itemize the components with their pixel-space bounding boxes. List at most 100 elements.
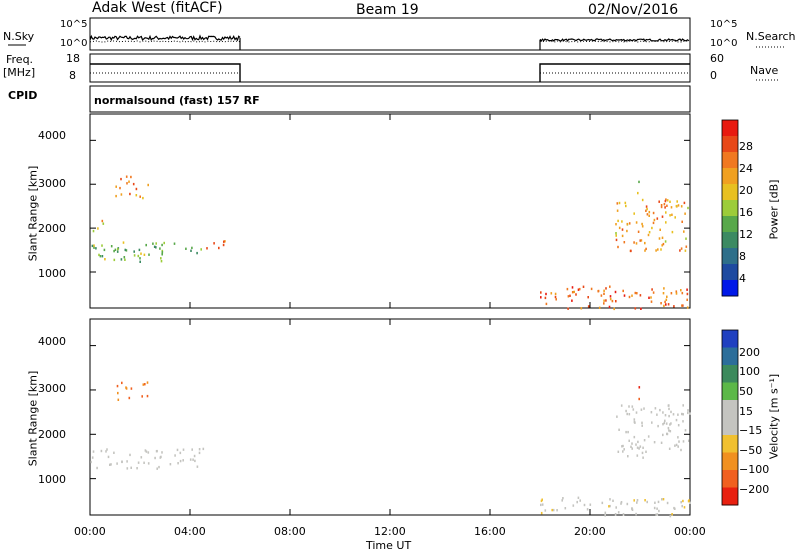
power-data-cell bbox=[636, 292, 638, 295]
velocity-data-cell bbox=[682, 499, 684, 503]
power-data-cell bbox=[685, 237, 687, 240]
velocity-data-cell bbox=[682, 420, 684, 423]
power-data-cell bbox=[675, 204, 678, 208]
power-data-cell bbox=[682, 304, 684, 307]
velocity-data-cell bbox=[663, 421, 666, 425]
power-data-cell bbox=[681, 304, 683, 307]
velocity-data-cell bbox=[192, 458, 194, 461]
power-data-cell bbox=[603, 292, 605, 295]
power-data-cell bbox=[545, 292, 547, 296]
velocity-data-cell bbox=[147, 451, 150, 454]
power-data-cell bbox=[669, 214, 671, 217]
power-data-cell bbox=[200, 248, 202, 251]
power-data-cell bbox=[196, 251, 198, 255]
velocity-colorbar-swatch bbox=[722, 487, 738, 506]
velocity-data-cell bbox=[636, 499, 639, 502]
velocity-data-cell bbox=[668, 414, 670, 418]
velocity-data-cell bbox=[577, 496, 580, 499]
velocity-data-cell bbox=[617, 450, 620, 453]
velocity-data-cell bbox=[136, 467, 138, 470]
velocity-colorbar-swatch bbox=[722, 382, 738, 401]
velocity-data-cell bbox=[631, 405, 634, 408]
velocity-data-cell bbox=[636, 446, 639, 449]
power-cbar-label: Power [dB] bbox=[767, 179, 781, 240]
power-data-cell bbox=[575, 293, 577, 296]
power-data-cell bbox=[648, 231, 651, 234]
power-data-cell bbox=[666, 199, 669, 202]
velocity-data-cell bbox=[562, 497, 564, 500]
velocity-data-cell bbox=[667, 426, 670, 430]
nave-label: Nave bbox=[750, 64, 779, 77]
power-data-cell bbox=[133, 250, 135, 253]
velocity-data-cell bbox=[174, 454, 176, 457]
power-data-cell bbox=[650, 296, 652, 299]
velocity-data-cell bbox=[156, 449, 158, 453]
velocity-data-cell bbox=[622, 450, 624, 453]
velocity-data-cell bbox=[647, 435, 650, 438]
velocity-data-cell bbox=[194, 459, 196, 463]
power-data-cell bbox=[665, 198, 667, 201]
velocity-data-cell bbox=[671, 513, 673, 516]
power-data-cell bbox=[123, 256, 126, 259]
power-data-cell bbox=[623, 294, 626, 297]
velocity-data-cell bbox=[116, 384, 119, 388]
power-data-cell bbox=[680, 247, 683, 250]
power-data-cell bbox=[625, 204, 627, 208]
power-data-cell bbox=[640, 307, 642, 310]
velocity-colorbar-swatch bbox=[722, 417, 738, 436]
power-cbar-tick-24: 24 bbox=[739, 162, 753, 175]
power-cbar-tick-28: 28 bbox=[739, 140, 753, 153]
velocity-data-cell bbox=[641, 421, 643, 424]
velocity-data-cell bbox=[541, 503, 544, 506]
power-data-cell bbox=[633, 212, 635, 215]
velocity-ytick-2000: 2000 bbox=[38, 428, 66, 441]
power-data-cell bbox=[120, 177, 122, 181]
power-data-cell bbox=[626, 229, 628, 233]
velocity-data-cell bbox=[105, 450, 107, 453]
velocity-data-cell bbox=[182, 459, 184, 462]
power-data-cell bbox=[648, 296, 650, 299]
power-data-cell bbox=[223, 240, 225, 243]
velocity-data-cell bbox=[552, 508, 555, 512]
power-data-cell bbox=[133, 254, 136, 257]
velocity-data-cell bbox=[561, 499, 563, 502]
power-data-cell bbox=[670, 292, 673, 295]
velocity-data-cell bbox=[616, 415, 618, 418]
power-data-cell bbox=[587, 296, 589, 299]
velocity-data-cell bbox=[633, 420, 636, 424]
power-data-cell bbox=[617, 219, 619, 223]
velocity-colorbar-swatch bbox=[722, 347, 738, 366]
power-data-cell bbox=[648, 210, 651, 214]
power-colorbar-swatch bbox=[722, 200, 738, 217]
power-data-cell bbox=[99, 255, 102, 258]
velocity-data-cell bbox=[586, 508, 589, 511]
velocity-data-cell bbox=[646, 500, 648, 504]
velocity-cbar-tick-15: 15 bbox=[739, 405, 753, 418]
nave-tick-high: 60 bbox=[710, 52, 724, 65]
power-data-cell bbox=[155, 246, 157, 249]
velocity-data-cell bbox=[673, 506, 675, 510]
velocity-data-cell bbox=[121, 460, 123, 464]
power-data-cell bbox=[609, 297, 612, 301]
power-ylabel: Slant Range [km] bbox=[26, 165, 40, 262]
power-data-cell bbox=[666, 295, 668, 298]
power-data-cell bbox=[101, 219, 104, 223]
velocity-data-cell bbox=[642, 446, 644, 449]
velocity-data-cell bbox=[656, 507, 658, 510]
power-data-cell bbox=[103, 248, 106, 252]
power-data-cell bbox=[651, 226, 653, 230]
power-data-cell bbox=[161, 243, 163, 247]
plot-title: Adak West (fitACF) bbox=[92, 0, 223, 16]
velocity-data-cell bbox=[621, 445, 623, 448]
velocity-data-cell bbox=[656, 413, 658, 416]
velocity-data-cell bbox=[677, 436, 679, 439]
power-data-cell bbox=[218, 246, 220, 250]
power-data-cell bbox=[686, 298, 688, 301]
power-data-cell bbox=[665, 211, 667, 214]
power-data-cell bbox=[137, 254, 140, 258]
power-data-cell bbox=[124, 248, 127, 252]
velocity-data-cell bbox=[92, 450, 95, 453]
velocity-data-cell bbox=[669, 430, 672, 433]
velocity-data-cell bbox=[661, 498, 663, 501]
beam-label: Beam 19 bbox=[356, 2, 419, 18]
